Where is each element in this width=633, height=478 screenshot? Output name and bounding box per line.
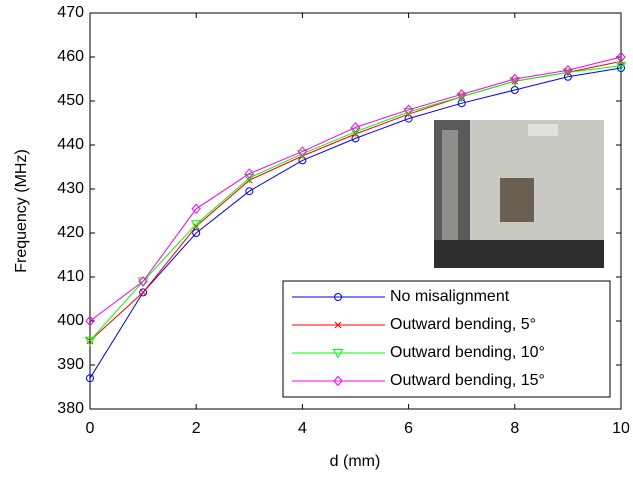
marker — [85, 315, 95, 327]
series-line — [89, 56, 622, 322]
marker — [244, 168, 254, 179]
x-tick-label: 2 — [192, 420, 201, 437]
marker — [297, 146, 308, 157]
marker — [457, 89, 467, 100]
legend-label: Outward bending, 15° — [390, 372, 545, 389]
legend-marker — [334, 293, 342, 301]
marker — [86, 374, 94, 383]
y-tick-label: 450 — [57, 92, 84, 109]
marker — [84, 336, 96, 347]
marker — [563, 72, 572, 81]
marker — [190, 220, 202, 230]
marker — [139, 288, 148, 297]
legend-marker — [332, 349, 344, 359]
y-tick-label: 410 — [57, 268, 84, 285]
y-axis-label: Frequency (MHz) — [13, 149, 30, 273]
legend-marker — [334, 321, 342, 329]
marker — [351, 134, 360, 143]
marker — [137, 277, 149, 287]
marker — [350, 127, 361, 138]
y-tick-label: 460 — [57, 48, 84, 65]
legend: No misalignment Outward bending, 5° Outwar… — [282, 280, 611, 398]
legend-label: Outward bending, 10° — [390, 344, 545, 361]
series-line — [89, 67, 622, 379]
marker — [616, 51, 626, 63]
marker — [510, 73, 520, 85]
x-tick-label: 6 — [404, 420, 413, 437]
marker — [403, 104, 414, 116]
y-tick-label: 430 — [57, 180, 84, 197]
marker — [615, 61, 627, 72]
y-tick-label: 380 — [57, 400, 84, 417]
marker — [139, 289, 147, 296]
marker — [404, 114, 413, 123]
x-tick-label: 0 — [86, 420, 95, 437]
marker — [563, 64, 573, 76]
y-tick-label: 400 — [57, 312, 84, 329]
marker — [245, 187, 254, 196]
marker — [298, 156, 307, 165]
x-tick-label: 10 — [612, 420, 630, 437]
x-axis-label: d (mm) — [330, 453, 381, 470]
x-tick-label: 8 — [510, 420, 519, 437]
marker — [191, 203, 201, 215]
marker — [350, 122, 361, 133]
legend-label: Outward bending, 5° — [390, 316, 536, 333]
y-tick-label: 440 — [57, 136, 84, 153]
y-tick-label: 420 — [57, 224, 84, 241]
legend-marker — [333, 375, 343, 387]
legend-label: No misalignment — [390, 288, 510, 305]
marker — [243, 174, 255, 184]
marker — [138, 276, 148, 287]
inset-photo — [434, 120, 604, 268]
y-tick-label: 390 — [57, 356, 84, 373]
y-tick-label: 470 — [57, 4, 84, 21]
axes-frame — [89, 12, 622, 410]
marker — [617, 64, 625, 72]
marker — [457, 99, 466, 108]
x-tick-label: 4 — [298, 420, 307, 437]
